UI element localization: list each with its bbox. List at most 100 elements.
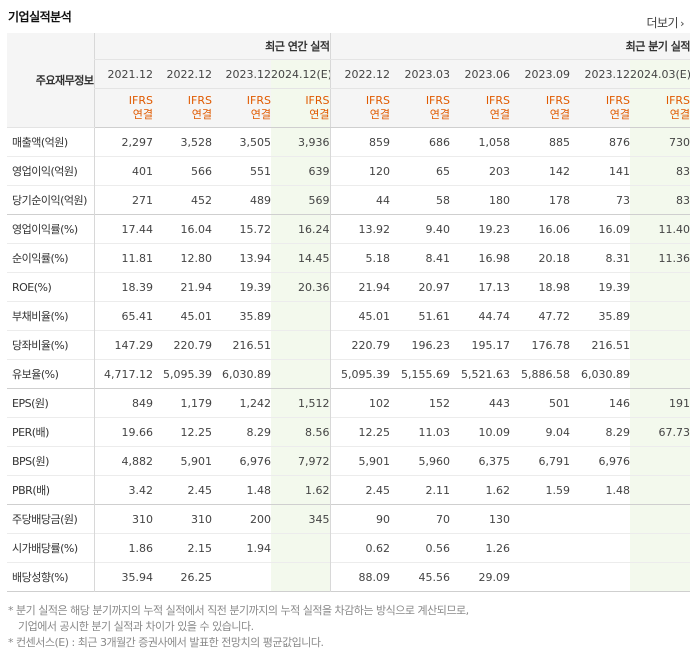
table-row: 부채비율(%) 65.41 45.01 35.89 45.01 51.61 44.74 47.… bbox=[7, 301, 691, 331]
table-cell: 6,976 bbox=[239, 454, 272, 468]
row-label: 매출액(억원) bbox=[12, 136, 68, 149]
table-cell: 180 bbox=[489, 193, 511, 207]
table-cell: 4,717.12 bbox=[93, 359, 153, 389]
corner-header: 주요재무정보 bbox=[7, 33, 94, 128]
more-label: 더보기 bbox=[646, 16, 679, 30]
table-cell: 200 bbox=[250, 512, 271, 526]
table-cell: 5,095.39 bbox=[163, 367, 212, 381]
row-label: ROE(%) bbox=[12, 280, 52, 294]
table-cell bbox=[271, 562, 331, 592]
table-cell: 45.56 bbox=[418, 570, 451, 584]
table-cell: 2,297 bbox=[93, 127, 153, 157]
row-label: PER(배) bbox=[12, 426, 49, 439]
table-cell: 0.62 bbox=[329, 533, 391, 563]
table-row: PER(배) 19.66 12.25 8.29 8.56 12.25 11.03 10.09 9… bbox=[7, 417, 691, 447]
basis-label: 연결 bbox=[191, 108, 212, 121]
table-cell: 876 bbox=[609, 135, 631, 149]
table-cell: 120 bbox=[329, 156, 391, 186]
table-cell: 345 bbox=[271, 504, 331, 534]
table-cell bbox=[271, 301, 331, 331]
table-cell: 2.45 bbox=[329, 475, 391, 505]
table-cell: 18.98 bbox=[538, 280, 571, 294]
table-row: ROE(%) 18.39 21.94 19.39 20.36 21.94 20.97 17.1… bbox=[7, 272, 691, 302]
accounting-standard-header: IFRS 연결 bbox=[450, 88, 511, 128]
table-cell: 13.92 bbox=[329, 214, 391, 244]
table-cell: 203 bbox=[489, 164, 511, 178]
table-cell: 5,095.39 bbox=[329, 359, 391, 389]
table-cell bbox=[271, 533, 331, 563]
accounting-standard-header: IFRS 연결 bbox=[510, 88, 571, 128]
accounting-standard-header: IFRS 연결 bbox=[329, 88, 391, 128]
table-cell: 6,030.89 bbox=[222, 367, 271, 381]
table-cell: 65.41 bbox=[93, 301, 153, 331]
table-cell: 191 bbox=[630, 388, 691, 418]
table-cell: 45.01 bbox=[329, 301, 391, 331]
table-cell: 443 bbox=[489, 396, 511, 410]
accounting-standard-header: IFRS 연결 bbox=[570, 88, 631, 128]
table-cell: 6,976 bbox=[598, 454, 631, 468]
table-cell: 4,882 bbox=[93, 446, 153, 476]
table-cell: 6,030.89 bbox=[581, 367, 631, 381]
row-label: BPS(원) bbox=[12, 455, 49, 468]
row-label: 배당성향(%) bbox=[12, 571, 69, 584]
table-cell: 859 bbox=[329, 127, 391, 157]
table-cell: 20.36 bbox=[271, 272, 331, 302]
table-cell: 1.59 bbox=[545, 483, 571, 497]
table-cell bbox=[212, 563, 271, 592]
table-cell: 686 bbox=[429, 135, 451, 149]
table-cell bbox=[630, 446, 691, 476]
table-cell: 271 bbox=[93, 185, 153, 215]
row-label: 영업이익률(%) bbox=[12, 223, 78, 236]
table-row: 당기순이익(억원) 271 452 489 569 44 58 180 178 73 83 bbox=[7, 185, 691, 215]
table-cell: 29.09 bbox=[478, 570, 511, 584]
table-row: 주당배당금(원) 310 310 200 345 90 70 130 bbox=[7, 504, 691, 534]
table-cell: 141 bbox=[609, 164, 631, 178]
period-header: 2023.03 bbox=[390, 59, 451, 89]
table-cell: 178 bbox=[549, 193, 571, 207]
period-header: 2022.12 bbox=[153, 59, 212, 89]
table-cell: 83 bbox=[630, 185, 691, 215]
table-cell bbox=[630, 301, 691, 331]
table-row: 매출액(억원) 2,297 3,528 3,505 3,936 859 686 1,058 88… bbox=[7, 127, 691, 157]
period-header: 2024.12(E) bbox=[271, 59, 331, 89]
table-cell: 195.17 bbox=[471, 338, 511, 352]
table-cell: 44.74 bbox=[478, 309, 511, 323]
table-cell: 8.31 bbox=[605, 251, 631, 265]
row-label: 주당배당금(원) bbox=[12, 513, 78, 526]
table-cell: 11.40 bbox=[630, 214, 691, 244]
more-link[interactable]: 더보기 › bbox=[646, 14, 684, 31]
table-cell: 9.04 bbox=[545, 425, 571, 439]
table-cell bbox=[271, 359, 331, 389]
table-cell: 1,512 bbox=[271, 388, 331, 418]
table-cell: 489 bbox=[250, 193, 271, 207]
table-row: PBR(배) 3.42 2.45 1.48 1.62 2.45 2.11 1.62 1.59 1.… bbox=[7, 475, 691, 505]
table-cell: 8.29 bbox=[605, 425, 631, 439]
table-cell: 3.42 bbox=[93, 475, 153, 505]
table-cell: 88.09 bbox=[329, 562, 391, 592]
table-row: EPS(원) 849 1,179 1,242 1,512 102 152 443 501 146 1… bbox=[7, 388, 691, 418]
table-cell: 1.86 bbox=[93, 533, 153, 563]
table-cell: 1.48 bbox=[246, 483, 272, 497]
table-cell bbox=[271, 330, 331, 360]
table-cell: 5,901 bbox=[329, 446, 391, 476]
period-header: 2022.12 bbox=[329, 59, 391, 89]
period-header: 2023.06 bbox=[450, 59, 511, 89]
table-cell: 176.78 bbox=[531, 338, 571, 352]
table-cell: 885 bbox=[549, 135, 571, 149]
table-cell bbox=[630, 504, 691, 534]
table-cell: 19.66 bbox=[93, 417, 153, 447]
table-cell: 70 bbox=[436, 512, 451, 526]
table-row: BPS(원) 4,882 5,901 6,976 7,972 5,901 5,960 6,37… bbox=[7, 446, 691, 476]
period-header: 2023.12 bbox=[212, 59, 271, 89]
table-cell bbox=[630, 562, 691, 592]
table-cell: 35.94 bbox=[93, 562, 153, 592]
table-cell: 5,901 bbox=[180, 454, 213, 468]
table-cell: 45.01 bbox=[180, 309, 213, 323]
table-row: 시가배당률(%) 1.86 2.15 1.94 0.62 0.56 1.26 bbox=[7, 533, 691, 563]
table-cell: 12.25 bbox=[180, 425, 213, 439]
table-cell: 146 bbox=[609, 396, 631, 410]
table-cell: 5,886.58 bbox=[521, 367, 571, 381]
table-cell: 58 bbox=[436, 193, 451, 207]
basis-label: 연결 bbox=[309, 108, 330, 121]
table-cell: 9.40 bbox=[425, 222, 451, 236]
